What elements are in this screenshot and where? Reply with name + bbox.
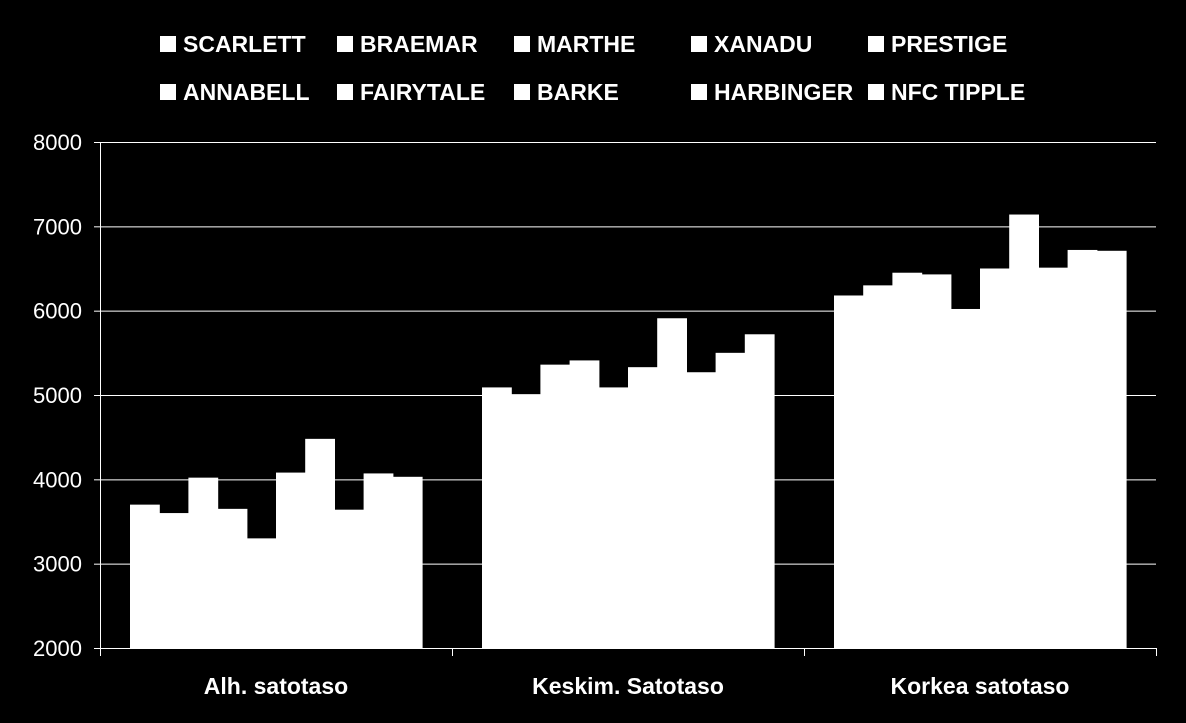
bars — [130, 214, 1127, 649]
bar-nfc-tipple — [392, 476, 423, 648]
legend-swatch — [337, 36, 353, 52]
x-tick-label: Keskim. Satotaso — [532, 673, 724, 699]
bar-barke — [276, 472, 306, 648]
y-tick-label: 7000 — [33, 214, 82, 239]
legend-item-barke: BARKE — [514, 78, 619, 106]
bar-xanadu — [657, 318, 687, 648]
legend-label: FAIRYTALE — [360, 79, 486, 105]
bar-scarlett — [834, 295, 864, 648]
bar-barke — [628, 367, 658, 648]
bar-scarlett — [482, 387, 512, 648]
bar-harbinger — [1038, 267, 1069, 648]
legend-item-marthe: MARTHE — [514, 30, 635, 58]
legend-swatch — [160, 36, 176, 52]
legend: SCARLETT BRAEMAR MARTHE XANADU PRESTIGE … — [0, 0, 1186, 120]
legend-label: SCARLETT — [183, 31, 306, 57]
legend-item-fairytale: FAIRYTALE — [337, 78, 485, 106]
legend-swatch — [337, 84, 353, 100]
legend-label: MARTHE — [537, 31, 636, 57]
legend-item-annabell: ANNABELL — [160, 78, 310, 106]
legend-item-harbinger: HARBINGER — [691, 78, 853, 106]
legend-label: XANADU — [714, 31, 813, 57]
legend-label: ANNABELL — [183, 79, 310, 105]
legend-label: HARBINGER — [714, 79, 854, 105]
legend-label: NFC TIPPLE — [891, 79, 1026, 105]
legend-item-braemar: BRAEMAR — [337, 30, 478, 58]
y-tick-label: 2000 — [33, 636, 82, 661]
x-tick-label: Alh. satotaso — [204, 673, 348, 699]
bar-xanadu — [305, 438, 335, 648]
legend-label: BARKE — [537, 79, 619, 105]
bar-braemar — [540, 364, 571, 648]
bar-harbinger — [334, 509, 365, 648]
legend-swatch — [691, 36, 707, 52]
bar-fairytale — [569, 360, 600, 648]
bar-fairytale — [217, 508, 248, 648]
axes — [94, 142, 1157, 656]
bar-marthe — [246, 538, 277, 648]
bar-prestige — [1067, 249, 1098, 649]
bar-annabell — [511, 394, 541, 648]
y-axis-ticks: 2000 3000 4000 5000 6000 7000 8000 — [33, 130, 82, 661]
legend-swatch — [514, 36, 530, 52]
bar-xanadu — [1009, 214, 1039, 648]
bar-nfc-tipple — [744, 334, 775, 648]
y-tick-label: 3000 — [33, 552, 82, 577]
bar-fairytale — [921, 274, 952, 648]
legend-swatch — [691, 84, 707, 100]
legend-swatch — [160, 84, 176, 100]
legend-swatch — [868, 36, 884, 52]
bar-braemar — [188, 477, 219, 648]
x-tick-label: Korkea satotaso — [891, 673, 1070, 699]
bar-harbinger — [686, 372, 717, 648]
legend-label: BRAEMAR — [360, 31, 478, 57]
bar-marthe — [950, 308, 981, 648]
y-tick-label: 6000 — [33, 299, 82, 324]
y-tick-label: 4000 — [33, 467, 82, 492]
y-tick-label: 8000 — [33, 130, 82, 155]
legend-item-nfc-tipple: NFC TIPPLE — [868, 78, 1025, 106]
bar-annabell — [159, 513, 189, 648]
bar-annabell — [863, 285, 893, 648]
bar-barke — [980, 268, 1010, 648]
bar-braemar — [892, 272, 923, 648]
legend-label: PRESTIGE — [891, 31, 1008, 57]
x-axis-ticks: Alh. satotaso Keskim. Satotaso Korkea sato… — [204, 673, 1070, 699]
legend-item-scarlett: SCARLETT — [160, 30, 306, 58]
bar-prestige — [363, 473, 394, 648]
bar-scarlett — [130, 504, 160, 648]
bar-nfc-tipple — [1096, 250, 1127, 649]
legend-swatch — [868, 84, 884, 100]
legend-item-prestige: PRESTIGE — [868, 30, 1007, 58]
bar-prestige — [715, 352, 746, 648]
y-tick-label: 5000 — [33, 383, 82, 408]
legend-swatch — [514, 84, 530, 100]
bar-marthe — [598, 387, 629, 648]
legend-item-xanadu: XANADU — [691, 30, 812, 58]
